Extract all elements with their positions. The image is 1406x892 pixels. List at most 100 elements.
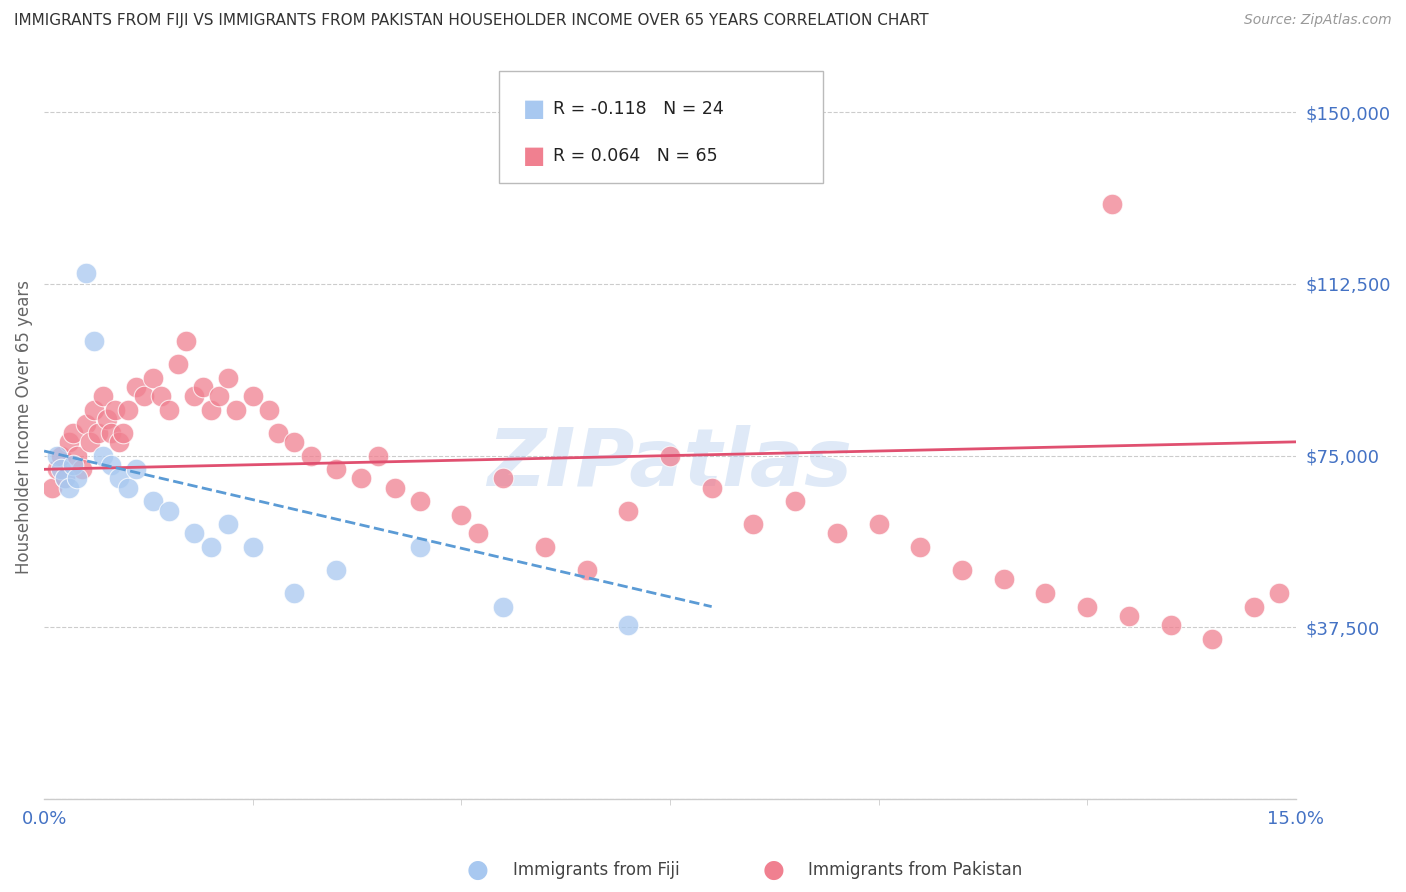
Point	[157, 402, 180, 417]
Point	[108, 434, 131, 449]
Point	[785, 494, 807, 508]
Text: ●: ●	[762, 858, 785, 881]
Text: ●: ●	[467, 858, 489, 881]
Point	[75, 266, 97, 280]
Point	[104, 402, 127, 417]
Point	[108, 471, 131, 485]
Text: Immigrants from Fiji: Immigrants from Fiji	[513, 861, 681, 879]
Point	[200, 402, 222, 417]
Point	[112, 425, 135, 440]
Point	[1201, 632, 1223, 646]
Point	[49, 449, 72, 463]
Point	[96, 412, 118, 426]
Point	[384, 481, 406, 495]
Point	[45, 449, 67, 463]
Point	[617, 618, 640, 632]
Point	[58, 434, 80, 449]
Point	[1118, 608, 1140, 623]
Point	[45, 462, 67, 476]
Text: ■: ■	[523, 145, 546, 168]
Point	[950, 563, 973, 577]
Point	[191, 380, 214, 394]
Point	[259, 402, 281, 417]
Point	[1035, 586, 1057, 600]
Point	[41, 481, 63, 495]
Point	[492, 599, 515, 614]
Point	[1268, 586, 1291, 600]
Point	[325, 462, 347, 476]
Point	[62, 425, 84, 440]
Point	[225, 402, 247, 417]
Point	[467, 526, 489, 541]
Text: ZIPatlas: ZIPatlas	[488, 425, 852, 503]
Point	[367, 449, 389, 463]
Text: R = -0.118   N = 24: R = -0.118 N = 24	[553, 100, 723, 118]
Point	[149, 389, 172, 403]
Text: R = 0.064   N = 65: R = 0.064 N = 65	[553, 147, 717, 165]
Point	[125, 380, 148, 394]
Point	[408, 494, 430, 508]
Point	[825, 526, 848, 541]
Point	[208, 389, 231, 403]
Point	[166, 357, 188, 371]
Point	[450, 508, 472, 522]
Point	[142, 371, 165, 385]
Point	[533, 540, 555, 554]
Point	[242, 540, 264, 554]
Point	[700, 481, 723, 495]
Point	[299, 449, 322, 463]
Text: ■: ■	[523, 97, 546, 120]
Point	[1243, 599, 1265, 614]
Point	[200, 540, 222, 554]
Point	[83, 402, 105, 417]
Point	[408, 540, 430, 554]
Point	[1101, 197, 1123, 211]
Point	[183, 389, 205, 403]
Point	[66, 471, 89, 485]
Point	[117, 402, 139, 417]
Point	[91, 389, 114, 403]
Point	[174, 334, 197, 348]
Point	[70, 462, 93, 476]
Point	[492, 471, 515, 485]
Point	[910, 540, 932, 554]
Point	[350, 471, 373, 485]
Point	[134, 389, 156, 403]
Point	[742, 517, 765, 532]
Point	[79, 434, 101, 449]
Text: Immigrants from Pakistan: Immigrants from Pakistan	[808, 861, 1022, 879]
Point	[91, 449, 114, 463]
Point	[53, 471, 76, 485]
Point	[325, 563, 347, 577]
Point	[100, 425, 122, 440]
Point	[125, 462, 148, 476]
Point	[117, 481, 139, 495]
Point	[83, 334, 105, 348]
Point	[62, 458, 84, 472]
Point	[283, 434, 305, 449]
Point	[75, 417, 97, 431]
Point	[283, 586, 305, 600]
Point	[617, 503, 640, 517]
Point	[1160, 618, 1182, 632]
Point	[87, 425, 110, 440]
Point	[267, 425, 290, 440]
Point	[66, 449, 89, 463]
Point	[58, 481, 80, 495]
Y-axis label: Householder Income Over 65 years: Householder Income Over 65 years	[15, 280, 32, 574]
Point	[142, 494, 165, 508]
Point	[658, 449, 681, 463]
Point	[217, 371, 239, 385]
Point	[183, 526, 205, 541]
Point	[157, 503, 180, 517]
Text: IMMIGRANTS FROM FIJI VS IMMIGRANTS FROM PAKISTAN HOUSEHOLDER INCOME OVER 65 YEAR: IMMIGRANTS FROM FIJI VS IMMIGRANTS FROM …	[14, 13, 929, 29]
Point	[868, 517, 890, 532]
Point	[100, 458, 122, 472]
Point	[1076, 599, 1098, 614]
Point	[993, 572, 1015, 586]
Point	[242, 389, 264, 403]
Point	[217, 517, 239, 532]
Point	[49, 462, 72, 476]
Point	[575, 563, 598, 577]
Text: Source: ZipAtlas.com: Source: ZipAtlas.com	[1244, 13, 1392, 28]
